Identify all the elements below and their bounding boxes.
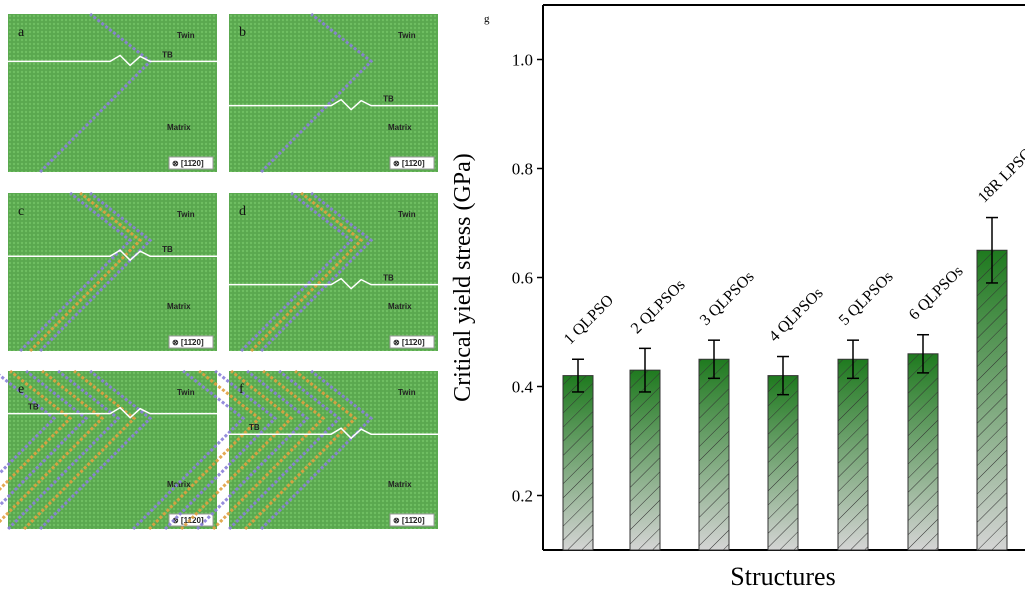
panel-letter: c (18, 204, 24, 219)
dislocation-band (29, 191, 143, 353)
twin-label: Twin (398, 31, 416, 40)
twin-boundary (8, 54, 217, 67)
panel: d Twin TB Matrix ⊗ [11̄20] (229, 191, 438, 353)
panel-letter: b (239, 25, 246, 40)
twin-boundary (229, 98, 438, 111)
dislocation-band (260, 12, 374, 174)
twin-label: Twin (177, 388, 195, 397)
bar-hatch (908, 353, 938, 550)
zone-axis: ⊗ [11̄20] (393, 338, 425, 347)
dislocation-band (132, 369, 246, 531)
x-tick-label: 1 QLPSO (561, 292, 617, 348)
dislocation-band (19, 191, 133, 353)
dislocation-band (164, 369, 278, 531)
twin-label: Twin (398, 388, 416, 397)
dislocation-band (23, 369, 137, 531)
twin-boundary (229, 277, 438, 290)
dislocation-band (39, 369, 153, 531)
dislocation-band (260, 191, 374, 353)
twin-label: Twin (177, 31, 195, 40)
dislocation-band (228, 369, 342, 531)
matrix-label: Matrix (388, 123, 412, 132)
axis-box (389, 156, 435, 170)
dislocation-band (7, 369, 121, 531)
twin-label: Twin (398, 210, 416, 219)
panel: f Twin TB Matrix ⊗ [11̄20] (132, 369, 438, 531)
twin-boundary (8, 406, 217, 419)
x-axis-title: Structures (730, 562, 835, 591)
dislocation-band (0, 369, 89, 508)
y-tick-label: 0.6 (512, 269, 533, 288)
tb-label: TB (383, 95, 394, 104)
dislocation-band (180, 369, 294, 531)
panel: a Twin TB Matrix ⊗ [11̄20] (8, 12, 217, 174)
panel-image (229, 14, 438, 172)
matrix-label: Matrix (167, 302, 191, 311)
axis-box (168, 156, 214, 170)
dislocation-band (240, 191, 354, 353)
x-tick-label: 4 QLPSOs (766, 285, 827, 346)
panel-letter: g (484, 13, 490, 25)
zone-axis: ⊗ [11̄20] (393, 159, 425, 168)
panel-letter: e (18, 382, 24, 397)
bar-hatch (838, 359, 868, 550)
bar-hatch (699, 359, 729, 550)
x-tick-label: 6 QLPSOs (906, 263, 967, 324)
zone-axis: ⊗ [11̄20] (172, 338, 204, 347)
x-tick-label: 18R LPSO (975, 145, 1025, 206)
twin-boundary (8, 249, 217, 262)
tb-label: TB (162, 245, 173, 254)
twin-boundary (229, 427, 438, 440)
tb-label: TB (162, 50, 173, 59)
panel: b Twin TB Matrix ⊗ [11̄20] (229, 12, 438, 174)
dislocation-band (0, 373, 57, 475)
panel-letter: f (239, 382, 244, 397)
dislocation-band (0, 369, 73, 492)
axis-box (389, 513, 435, 527)
y-tick-label: 1.0 (512, 51, 533, 70)
dislocation-band (244, 369, 358, 531)
dislocation-band (196, 369, 310, 531)
y-tick-label: 0.2 (512, 487, 533, 506)
axis-box (168, 335, 214, 349)
y-tick-label: 0.8 (512, 160, 533, 179)
twin-label: Twin (177, 210, 195, 219)
dislocation-band (250, 191, 364, 353)
tb-label: TB (28, 403, 39, 412)
dislocation-band (260, 369, 374, 531)
x-tick-label: 5 QLPSOs (836, 268, 897, 329)
matrix-label: Matrix (388, 302, 412, 311)
bar-hatch (630, 370, 660, 550)
matrix-label: Matrix (167, 480, 191, 489)
matrix-label: Matrix (388, 480, 412, 489)
zone-axis: ⊗ [11̄20] (393, 516, 425, 525)
bar-hatch (977, 250, 1007, 550)
dislocation-band (39, 191, 153, 353)
tb-label: TB (249, 423, 260, 432)
zone-axis: ⊗ [11̄20] (172, 159, 204, 168)
axis-box (389, 335, 435, 349)
panel: c Twin TB Matrix ⊗ [11̄20] (8, 191, 217, 353)
x-tick-label: 2 QLPSOs (628, 276, 689, 337)
dislocation-band (148, 369, 262, 531)
y-axis-title: Critical yield stress (GPa) (450, 153, 476, 402)
x-tick-label: 3 QLPSOs (697, 268, 758, 329)
panel-image (8, 14, 217, 172)
panel-letter: d (239, 204, 246, 219)
matrix-label: Matrix (167, 123, 191, 132)
dislocation-band (212, 369, 326, 531)
panel-letter: a (18, 25, 25, 40)
tb-label: TB (383, 274, 394, 283)
y-tick-label: 0.4 (512, 378, 534, 397)
bar-hatch (768, 375, 798, 550)
dislocation-band (0, 369, 105, 524)
bar-hatch (563, 375, 593, 550)
